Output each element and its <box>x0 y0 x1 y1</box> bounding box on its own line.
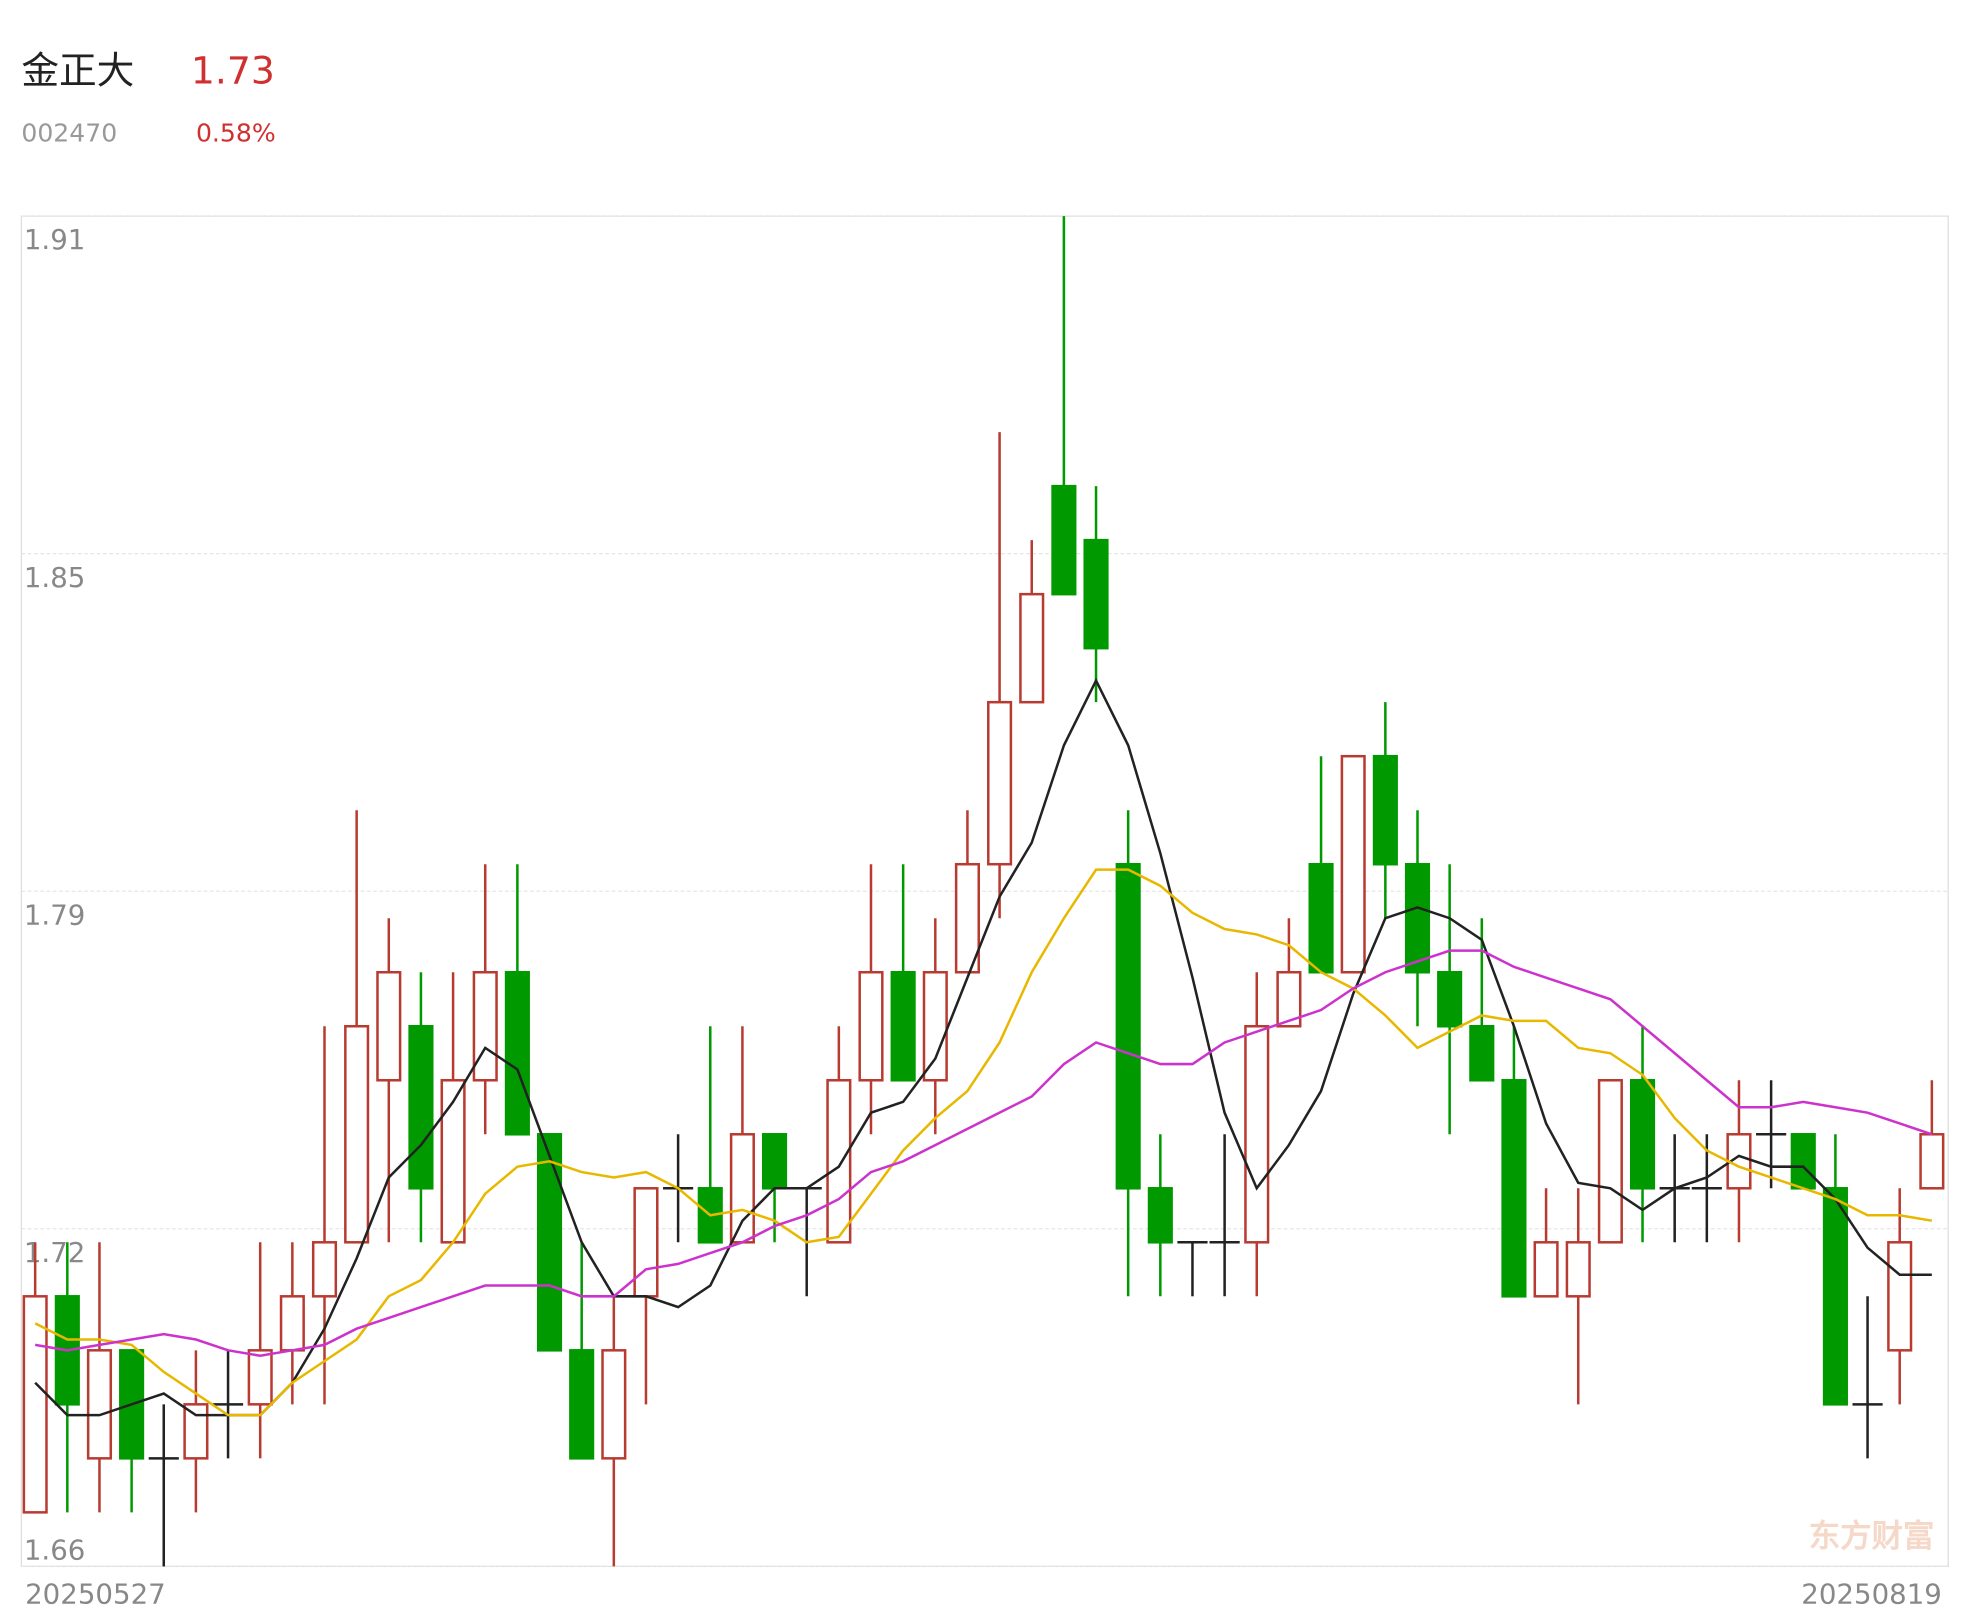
candle-body <box>1147 1187 1173 1244</box>
candle-body <box>1244 1024 1270 1244</box>
y-tick-label: 1.91 <box>24 223 86 256</box>
stock-name: 金正大 <box>21 48 134 92</box>
candle-body <box>1340 754 1366 974</box>
y-tick-label: 1.72 <box>24 1236 86 1269</box>
candle-body <box>1501 1079 1527 1298</box>
candle-body <box>1404 862 1431 974</box>
candle-body <box>922 970 948 1082</box>
y-tick-label: 1.66 <box>24 1533 86 1566</box>
candle-body <box>376 970 402 1082</box>
candle-body <box>183 1403 209 1460</box>
candle-body <box>1308 862 1334 974</box>
ma-line <box>34 868 1933 1417</box>
candle-body <box>247 1349 273 1406</box>
ma-line <box>34 677 1932 1417</box>
candle-body <box>1372 754 1398 866</box>
candle-body <box>1597 1079 1623 1244</box>
watermark: 东方财富 <box>1809 1517 1935 1554</box>
candle-body <box>1887 1241 1913 1352</box>
candle-body <box>1790 1133 1816 1190</box>
candle-body <box>890 970 916 1082</box>
candle-body <box>279 1295 305 1352</box>
candle-body <box>1469 1024 1495 1082</box>
candle-body <box>1565 1241 1591 1298</box>
candle-body <box>858 970 884 1082</box>
candle-body <box>954 862 980 974</box>
candle-body <box>1919 1133 1945 1190</box>
candle-body <box>633 1187 659 1298</box>
candle-body <box>826 1079 852 1244</box>
candle-body <box>536 1133 563 1352</box>
candle-body <box>344 1024 370 1244</box>
candle-body <box>1051 484 1077 596</box>
candle-body <box>1533 1241 1559 1298</box>
candle-body <box>504 970 530 1136</box>
candle-body <box>987 700 1013 866</box>
candle-body <box>1019 592 1045 704</box>
candle-body <box>1437 970 1463 1028</box>
candle-body <box>601 1349 627 1460</box>
x-tick-label: 20250819 <box>1801 1577 1942 1610</box>
candle-body <box>311 1241 338 1298</box>
y-tick-label: 1.85 <box>24 561 86 594</box>
candle-body <box>472 970 498 1082</box>
stock-code: 002470 <box>21 118 117 147</box>
candle-body <box>729 1133 755 1244</box>
candle-body <box>440 1079 466 1244</box>
x-tick-label: 20250527 <box>25 1577 166 1610</box>
candle-body <box>1115 862 1141 1190</box>
candle-body <box>1083 538 1109 650</box>
candle-body <box>569 1349 595 1460</box>
candle-body <box>1822 1187 1848 1406</box>
y-tick-label: 1.79 <box>24 898 86 931</box>
stock-price: 1.73 <box>191 48 275 92</box>
candle-body <box>1629 1079 1656 1190</box>
stock-change: 0.58% <box>196 118 276 147</box>
candle-body <box>86 1349 113 1460</box>
candle-body <box>761 1133 788 1190</box>
candle-body <box>408 1024 434 1190</box>
candle-body <box>1276 970 1302 1028</box>
candle-body <box>22 1295 48 1514</box>
ma-line <box>34 949 1933 1357</box>
